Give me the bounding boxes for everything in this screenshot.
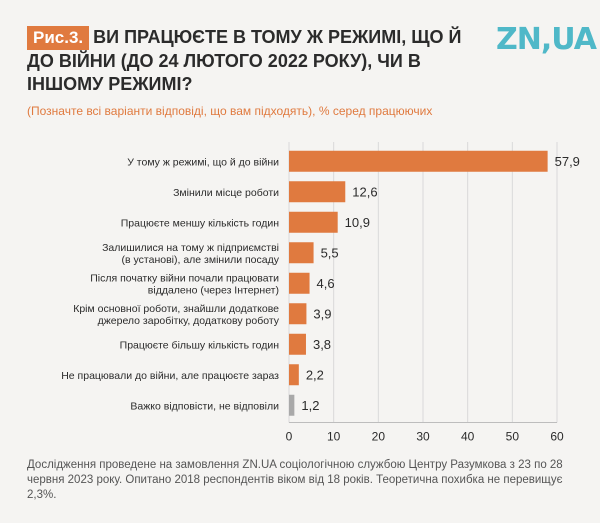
figure-label: Рис.3. (27, 26, 90, 50)
category-label: Працюєте меншу кількість годин (121, 217, 279, 229)
category-label: У тому ж режимі, що й до війни (127, 156, 279, 168)
category-label: віддалено (через Інтернет) (148, 284, 279, 296)
zn-ua-logo: ZN,UA (496, 22, 597, 57)
category-label: Працюєте більшу кількість годин (120, 339, 280, 351)
value-label: 1,2 (301, 398, 319, 413)
footnote: Дослідження проведене на замовлення ZN.U… (27, 459, 563, 501)
bar (289, 303, 307, 325)
value-label: 57,9 (555, 154, 580, 169)
chart-title: ВИ ПРАЦЮЄТЕ В ТОМУ Ж РЕЖИМІ, ЩО Й ДО ВІЙ… (27, 27, 462, 94)
x-tick-label: 30 (416, 430, 430, 444)
category-label: Після початку війни почали працювати (90, 272, 279, 284)
x-tick-label: 40 (461, 430, 475, 444)
bar (289, 181, 346, 203)
category-label: Крім основної роботи, знайшли додаткове (73, 303, 279, 315)
chart-header: Рис.3. ВИ ПРАЦЮЄТЕ В ТОМУ Ж РЕЖИМІ, ЩО Й … (27, 26, 467, 96)
bar-chart: 57,9 У тому ж режимі, що й до війни 12,6 Зм… (61, 142, 580, 444)
bar (289, 272, 310, 294)
bar (289, 333, 306, 355)
x-tick-label: 20 (372, 430, 386, 444)
value-label: 12,6 (352, 184, 377, 199)
value-label: 4,6 (317, 276, 335, 291)
bar (289, 150, 548, 172)
chart-subtitle: (Позначте всі варіанти відповіді, що вам… (27, 104, 433, 118)
bar (289, 364, 299, 386)
category-label: Залишилися на тому ж підприємстві (102, 242, 279, 254)
x-tick-label: 10 (327, 430, 341, 444)
value-label: 3,9 (313, 306, 331, 321)
category-label: Змінили місце роботи (173, 187, 279, 199)
value-label: 10,9 (345, 215, 370, 230)
value-label: 3,8 (313, 337, 331, 352)
value-label: 5,5 (321, 245, 339, 260)
category-label: Важко відповісти, не відповіли (130, 400, 279, 412)
value-label: 2,2 (306, 367, 324, 382)
bar (289, 242, 314, 264)
category-label: джерело заробітку, додаткову роботу (98, 315, 280, 327)
x-tick-label: 50 (506, 430, 520, 444)
bar (289, 394, 295, 416)
x-tick-label: 60 (550, 430, 564, 444)
category-label: (в установі), але змінили посаду (122, 254, 280, 266)
bar (289, 211, 338, 233)
x-tick-label: 0 (286, 430, 293, 444)
category-label: Не працювали до війни, але працюєте зара… (61, 370, 279, 382)
